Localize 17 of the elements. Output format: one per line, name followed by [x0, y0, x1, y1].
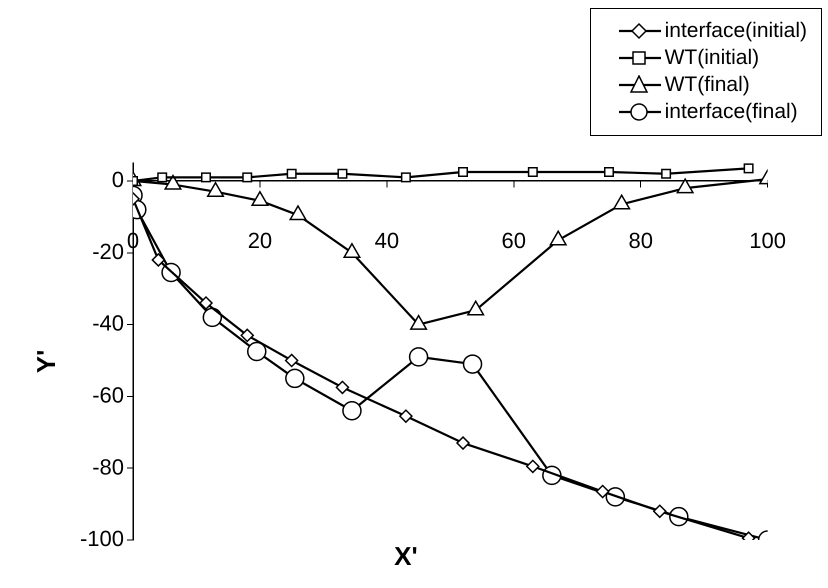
- y-tick-label: -60: [92, 382, 124, 408]
- y-tick-label: -80: [92, 454, 124, 480]
- y-tick-label: -40: [92, 310, 124, 336]
- x-tick-label: 80: [628, 228, 653, 254]
- legend-label: WT(final): [664, 72, 750, 98]
- y-axis-title: Y': [31, 350, 62, 374]
- y-tick-label: -20: [92, 238, 124, 264]
- x-axis-title: X': [394, 541, 418, 572]
- x-tick-label: 20: [248, 228, 272, 254]
- x-tick-label: 40: [374, 228, 400, 254]
- x-tick-label: 60: [502, 228, 526, 254]
- legend-label: interface(initial): [664, 18, 807, 44]
- legend-label: WT(initial): [664, 45, 760, 71]
- y-tick-label: 0: [112, 167, 124, 192]
- legend-label: interface(final): [664, 99, 798, 125]
- y-tick-label: -100: [80, 526, 124, 552]
- x-tick-label: 100: [749, 228, 786, 254]
